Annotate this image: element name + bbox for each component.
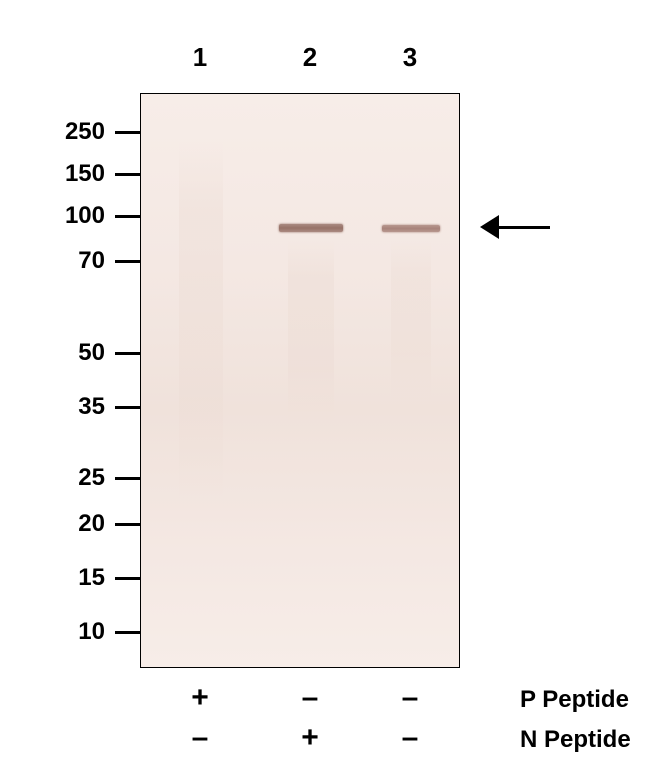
mw-label-25: 25 [0, 464, 105, 492]
mw-label-10: 10 [0, 618, 105, 646]
arrow-line [492, 226, 550, 229]
peptide-row-label-0: P Peptide [520, 686, 629, 714]
peptide-symbol-row0-lane2: – [295, 681, 325, 715]
mw-label-20: 20 [0, 510, 105, 538]
lane-label-3: 3 [390, 42, 430, 73]
lane-label-1: 1 [180, 42, 220, 73]
peptide-symbol-row0-lane1: + [185, 681, 215, 715]
mw-label-70: 70 [0, 247, 105, 275]
mw-label-250: 250 [0, 118, 105, 146]
lane-streak-3 [391, 241, 431, 401]
mw-label-15: 15 [0, 564, 105, 592]
lane-streak-2 [288, 241, 334, 421]
lane-streak-1 [179, 141, 223, 501]
blot-membrane [140, 93, 460, 668]
peptide-row-label-1: N Peptide [520, 726, 631, 754]
peptide-symbol-row1-lane2: + [295, 721, 325, 755]
arrow-head [480, 215, 499, 239]
band-lane-3 [382, 225, 440, 232]
mw-label-50: 50 [0, 339, 105, 367]
mw-label-100: 100 [0, 202, 105, 230]
mw-label-150: 150 [0, 160, 105, 188]
figure-container: 1 2 3 250 150 100 70 50 35 25 20 15 10 + – – P Peptide… [0, 0, 650, 784]
band-lane-2 [279, 224, 343, 232]
peptide-symbol-row1-lane3: – [395, 721, 425, 755]
mw-label-35: 35 [0, 393, 105, 421]
peptide-symbol-row0-lane3: – [395, 681, 425, 715]
band-indicator-arrow [480, 226, 550, 250]
lane-label-2: 2 [290, 42, 330, 73]
peptide-symbol-row1-lane1: – [185, 721, 215, 755]
